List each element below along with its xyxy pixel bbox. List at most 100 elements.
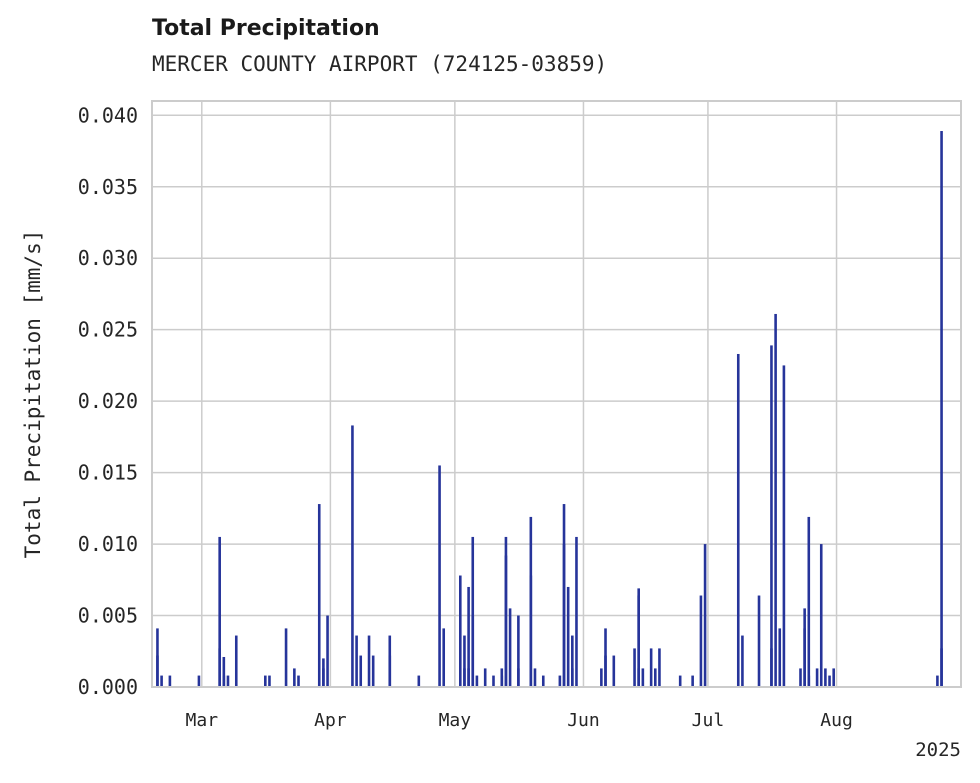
- precip-bar: [168, 675, 172, 687]
- x-tick-label: Jul: [692, 710, 725, 731]
- precip-bar: [649, 648, 653, 687]
- precip-bar: [604, 655, 607, 687]
- bars: [156, 131, 943, 687]
- precip-bar: [467, 586, 470, 687]
- precip-bar: [828, 675, 831, 687]
- precip-bar: [508, 608, 512, 687]
- precip-bar: [322, 668, 325, 687]
- y-tick-label: 0.005: [78, 604, 138, 628]
- precip-bar: [612, 655, 616, 687]
- precip-bar: [442, 628, 446, 687]
- precip-bar: [774, 313, 777, 687]
- precip-bar: [222, 656, 226, 687]
- precip-bar: [940, 648, 943, 687]
- precip-bar: [500, 675, 504, 687]
- precip-bar: [297, 675, 300, 687]
- precip-bar: [156, 628, 159, 687]
- precip-bar: [359, 655, 363, 687]
- y-axis-label: Total Precipitation [mm/s]: [21, 230, 45, 559]
- precip-bar: [678, 675, 682, 687]
- precip-bar: [637, 668, 640, 687]
- precip-bar: [571, 635, 574, 687]
- grid: [152, 101, 961, 688]
- precip-bar: [633, 648, 636, 687]
- precip-bar: [575, 536, 578, 687]
- plot-frame: [151, 100, 962, 688]
- precip-bar: [558, 675, 562, 687]
- precip-bar: [284, 628, 288, 687]
- precip-bar: [703, 544, 707, 687]
- precip-bar: [459, 575, 462, 687]
- precip-bar: [571, 668, 574, 687]
- y-tick-label: 0.030: [78, 246, 138, 270]
- precip-bar: [533, 668, 537, 687]
- y-tick-label: 0.000: [78, 675, 138, 699]
- precip-bar: [736, 353, 740, 687]
- precip-bar: [475, 675, 479, 687]
- precip-bar: [770, 345, 773, 687]
- precip-bar: [222, 675, 226, 687]
- precip-bar: [504, 536, 508, 687]
- precip-bar: [517, 615, 520, 687]
- precip-bar: [770, 648, 773, 687]
- precip-bar: [936, 675, 939, 687]
- precip-bar: [653, 668, 657, 687]
- precip-bar: [218, 648, 221, 687]
- precip-bar: [268, 675, 271, 687]
- x-tick-label: Mar: [186, 710, 219, 731]
- y-tick-label: 0.015: [78, 461, 138, 485]
- y-ticks: 0.000 0.005 0.010 0.015 0.020 0.025 0.030 0.035…: [78, 103, 138, 699]
- precip-bar: [355, 635, 358, 687]
- precip-bar: [492, 675, 495, 687]
- precip-bar: [293, 668, 296, 687]
- precip-bar: [529, 516, 533, 687]
- precip-bar: [517, 668, 520, 687]
- precip-bar: [264, 675, 267, 687]
- precip-bar: [226, 675, 230, 687]
- precip-bar: [367, 635, 371, 687]
- precip-bar: [471, 536, 475, 687]
- precip-bar: [467, 668, 470, 687]
- y-tick-label: 0.040: [78, 103, 138, 127]
- precip-bar: [234, 635, 238, 687]
- y-tick-label: 0.035: [78, 175, 138, 199]
- x-tick-label: Apr: [314, 710, 347, 731]
- x-offset-label: 2025: [915, 739, 961, 761]
- precip-bar: [600, 668, 603, 687]
- precip-bar: [699, 595, 703, 687]
- y-tick-label: 0.010: [78, 532, 138, 556]
- precip-bar: [463, 668, 466, 687]
- precip-bar: [160, 675, 163, 687]
- precip-bar: [940, 131, 943, 687]
- precip-bar: [218, 536, 221, 687]
- x-ticks: Mar Apr May Jun Jul Aug: [186, 710, 853, 731]
- precip-bar: [371, 655, 375, 687]
- precip-bar: [637, 588, 640, 687]
- precip-bar: [351, 425, 354, 687]
- precip-bar: [541, 675, 545, 687]
- precip-bar: [641, 668, 645, 687]
- precip-bar: [807, 516, 811, 687]
- precip-bar: [417, 675, 421, 687]
- precip-bar: [483, 668, 487, 687]
- chart-title: Total Precipitation: [152, 16, 380, 41]
- precip-bar: [463, 635, 466, 687]
- precip-bar: [326, 615, 329, 687]
- x-tick-label: Aug: [820, 710, 853, 731]
- precip-bar: [757, 595, 761, 687]
- precip-bar: [658, 648, 661, 687]
- precip-bar: [566, 586, 570, 687]
- precip-bar: [778, 628, 782, 687]
- chart-subtitle: MERCER COUNTY AIRPORT (724125-03859): [152, 52, 608, 76]
- precip-bar: [317, 504, 321, 687]
- precip-bar: [691, 675, 694, 687]
- precip-bar: [782, 365, 786, 687]
- precip-bar: [197, 675, 201, 687]
- x-tick-label: Jun: [567, 710, 600, 731]
- x-tick-label: May: [439, 710, 472, 731]
- precip-bar: [803, 608, 806, 687]
- precip-bar: [388, 655, 392, 687]
- precip-bar: [824, 668, 827, 687]
- precip-bar: [819, 544, 823, 687]
